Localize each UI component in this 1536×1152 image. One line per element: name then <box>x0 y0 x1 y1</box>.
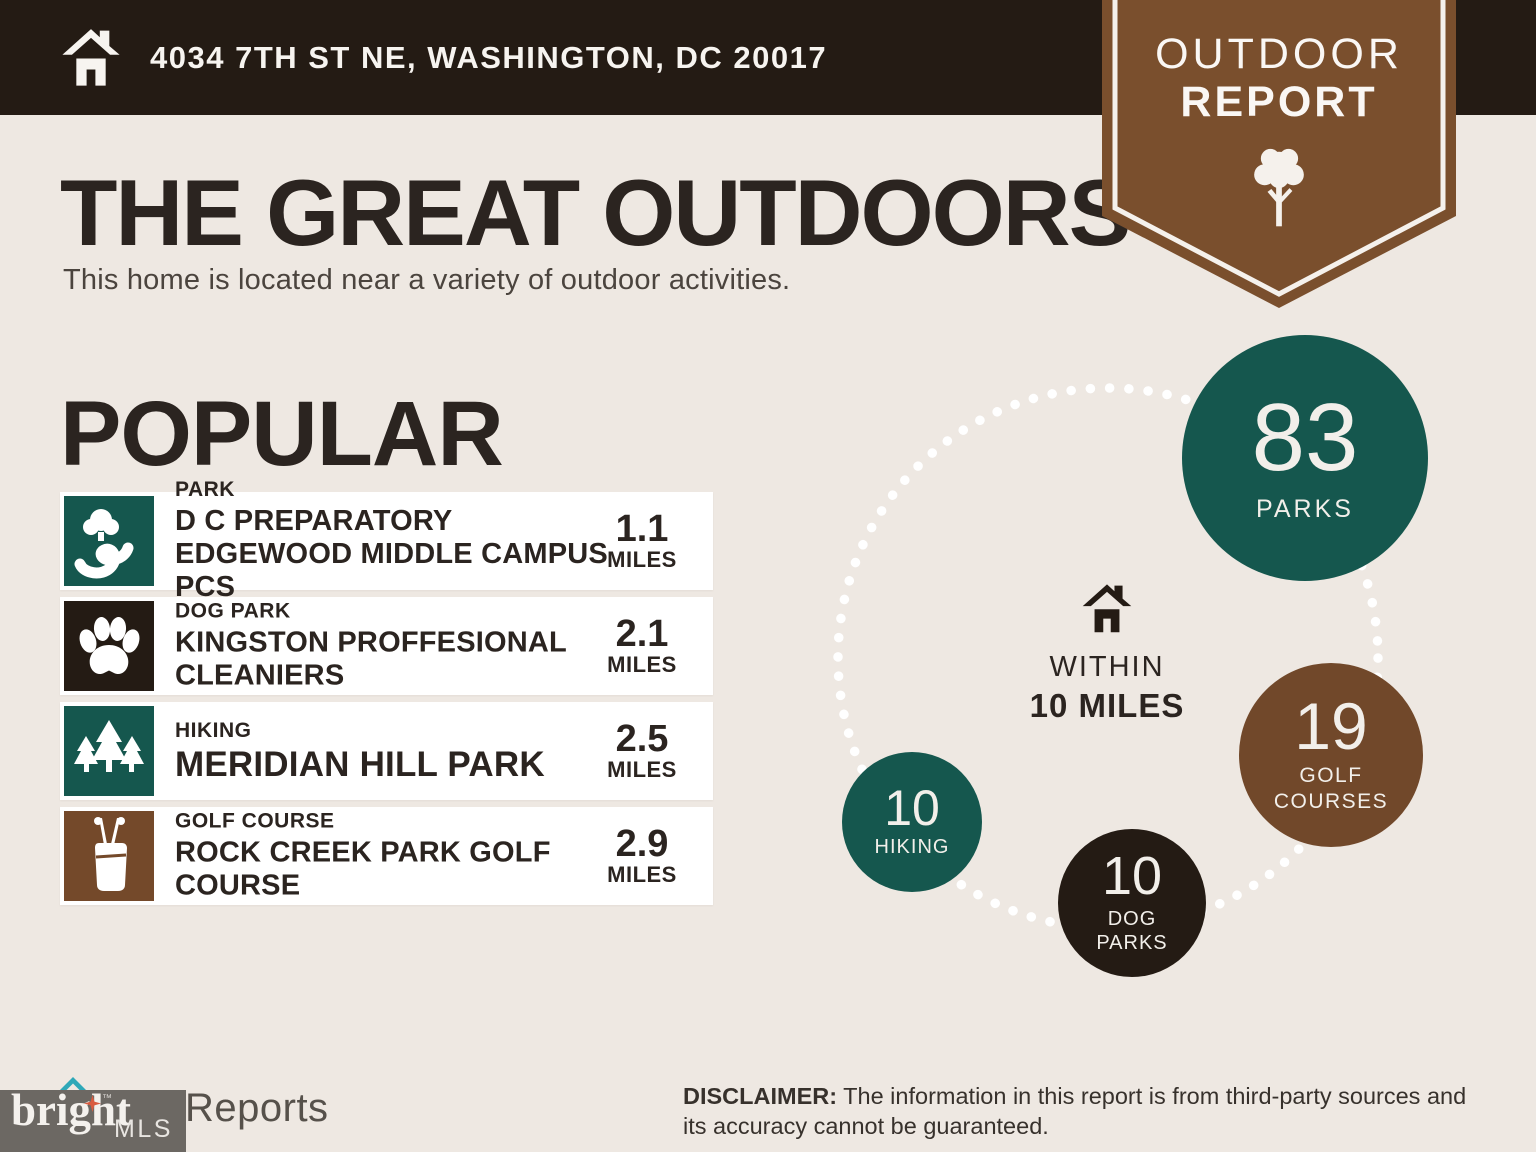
item-text: GOLF COURSE ROCK CREEK PARK GOLF COURSE <box>175 810 620 903</box>
distance-value: 2.1 <box>615 613 669 655</box>
item-text: PARK D C PREPARATORY EDGEWOOD MIDDLE CAM… <box>175 478 620 604</box>
bubble-value: 19 <box>1294 688 1368 763</box>
disclaimer-text: The information in this report is from t… <box>683 1083 1467 1139</box>
item-category: DOG PARK <box>175 599 291 623</box>
disclaimer: DISCLAIMER: The information in this repo… <box>683 1081 1478 1141</box>
item-name: KINGSTON PROFFESIONAL CLEANIERS <box>175 626 567 692</box>
popular-list: PARK D C PREPARATORY EDGEWOOD MIDDLE CAM… <box>60 478 713 912</box>
item-text: HIKING MERIDIAN HILL PARK <box>175 719 620 783</box>
golf-bag-icon <box>64 811 154 901</box>
paw-icon <box>64 601 154 691</box>
item-category: GOLF COURSE <box>175 809 335 833</box>
item-distance: 2.1 MILES <box>583 615 701 677</box>
item-name: MERIDIAN HILL PARK <box>175 745 545 784</box>
page-title: THE GREAT OUTDOORS <box>60 160 1131 265</box>
bright-brand-text: bright <box>11 1085 132 1135</box>
distance-value: 2.9 <box>615 823 669 865</box>
disclaimer-label: DISCLAIMER: <box>683 1083 838 1109</box>
item-name: ROCK CREEK PARK GOLF COURSE <box>175 836 551 902</box>
bubble-value: 10 <box>1101 846 1163 907</box>
item-category: PARK <box>175 478 235 501</box>
within-label: WITHIN <box>1049 651 1165 683</box>
tree-icon <box>1254 148 1304 227</box>
bubble-golf-courses: 19 GOLF COURSES <box>1239 663 1423 847</box>
pine-trees-icon <box>64 706 154 796</box>
item-category: HIKING <box>175 719 252 742</box>
popular-heading: POPULAR <box>60 383 504 485</box>
distance-unit: MILES <box>607 547 677 572</box>
bubble-label: HIKING <box>874 836 950 859</box>
home-icon <box>62 29 120 86</box>
radius-center-label: WITHIN 10 MILES <box>1017 580 1197 725</box>
mls-suffix-text: MLS <box>114 1115 173 1143</box>
miles-label: 10 MILES <box>1029 687 1185 724</box>
list-item-dog-park: DOG PARK KINGSTON PROFFESIONAL CLEANIERS… <box>60 597 713 695</box>
reports-logo-text: Reports <box>185 1086 329 1130</box>
item-distance: 2.5 MILES <box>583 720 701 782</box>
property-address: 4034 7TH ST NE, WASHINGTON, DC 20017 <box>150 39 828 75</box>
distance-unit: MILES <box>607 757 677 782</box>
ribbon-title-line1: OUTDOOR <box>1155 30 1403 78</box>
item-text: DOG PARK KINGSTON PROFFESIONAL CLEANIERS <box>175 600 620 693</box>
distance-value: 1.1 <box>615 508 669 550</box>
house-icon <box>1082 584 1132 633</box>
bubble-parks: 83 PARKS <box>1182 335 1428 581</box>
ribbon-title-line2: REPORT <box>1180 78 1378 126</box>
bubble-hiking: 10 HIKING <box>842 752 982 892</box>
item-distance: 2.9 MILES <box>583 825 701 887</box>
bubble-dog-parks: 10 DOG PARKS <box>1058 829 1206 977</box>
sparkle-icon <box>84 1095 101 1112</box>
distance-value: 2.5 <box>615 718 669 760</box>
item-distance: 1.1 MILES <box>583 510 701 572</box>
list-item-golf: GOLF COURSE ROCK CREEK PARK GOLF COURSE … <box>60 807 713 905</box>
bubble-label: GOLF COURSES <box>1273 764 1389 814</box>
bubble-label: DOG PARKS <box>1096 907 1168 954</box>
distance-unit: MILES <box>607 862 677 887</box>
item-name: D C PREPARATORY EDGEWOOD MIDDLE CAMPUS P… <box>175 505 608 603</box>
list-item-park: PARK D C PREPARATORY EDGEWOOD MIDDLE CAM… <box>60 478 713 603</box>
page-subtitle: This home is located near a variety of o… <box>63 264 791 296</box>
brightmls-watermark: bright ™ MLS <box>0 1085 186 1152</box>
bubble-value: 83 <box>1251 383 1359 491</box>
distance-unit: MILES <box>607 652 677 677</box>
house-roof-icon <box>60 1077 86 1090</box>
bubble-value: 10 <box>884 779 940 836</box>
outdoor-report-ribbon: OUTDOOR REPORT <box>1102 0 1456 315</box>
list-item-hiking: HIKING MERIDIAN HILL PARK 2.5 MILES <box>60 702 713 800</box>
park-trees-icon <box>64 496 154 586</box>
bubble-label: PARKS <box>1256 495 1354 524</box>
trademark-symbol: ™ <box>102 1093 112 1104</box>
